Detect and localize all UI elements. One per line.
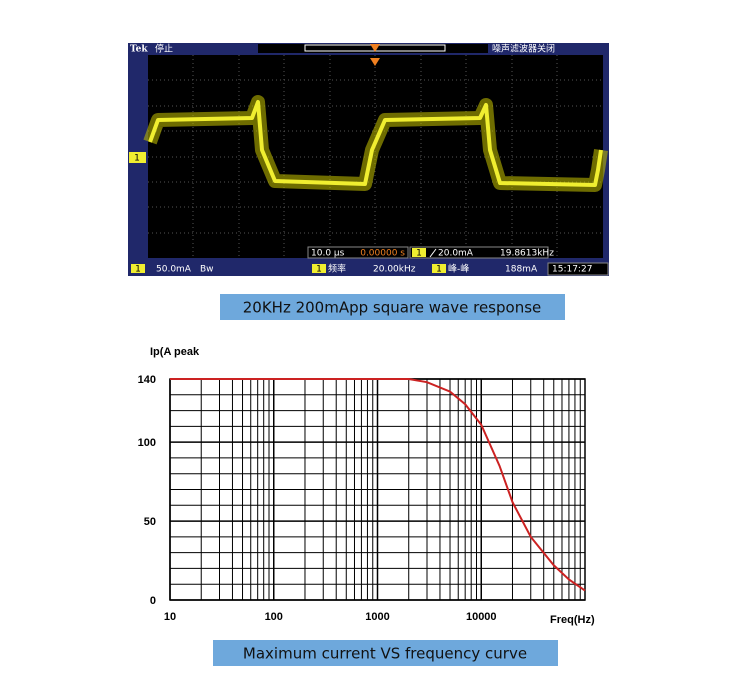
- measurement-label: 频率: [328, 263, 346, 275]
- bandwidth: Bw: [200, 265, 214, 275]
- clock: 15:17:27: [552, 265, 592, 275]
- trigger-marker: [370, 58, 380, 66]
- timebase: 10.0 μs: [311, 249, 345, 259]
- brand: Tek: [130, 45, 148, 55]
- chart-title: Maximum current VS frequency curve: [243, 645, 527, 663]
- x-tick-label: 100: [265, 611, 283, 623]
- status: 停止: [155, 43, 173, 55]
- channel-marker: [432, 264, 446, 273]
- y-tick-label: 100: [138, 437, 156, 449]
- channel-marker: [312, 264, 326, 273]
- trigger-marker: [370, 44, 380, 52]
- x-tick-label: 10000: [466, 611, 497, 623]
- channel-label: 1: [316, 265, 322, 275]
- trigger-level: 20.0mA: [438, 249, 474, 259]
- trigger-box: [409, 246, 549, 259]
- x-axis-label: Freq(Hz): [550, 614, 595, 626]
- measurement-label: 峰-峰: [448, 264, 469, 275]
- measurement-value: 20.00kHz: [373, 265, 416, 275]
- filter: 噪声滤波器关闭: [492, 43, 555, 55]
- channel-label: 1: [134, 154, 140, 164]
- channel-label: 1: [436, 265, 442, 275]
- scale: 50.0mA: [156, 265, 192, 275]
- channel-marker: [412, 248, 426, 257]
- y-axis-label: Ip(A peak: [150, 346, 200, 358]
- measurement-value: 188mA: [505, 265, 538, 275]
- timebase-box: [307, 246, 409, 259]
- channel-label: 1: [135, 265, 141, 275]
- caption-box: [220, 294, 565, 320]
- scope-waveform: [143, 95, 608, 192]
- x-tick-label: 10: [164, 611, 176, 623]
- clock-box: [547, 262, 609, 276]
- delay: 0.00000 s: [360, 249, 405, 259]
- caption: 20KHz 200mApp square wave response: [243, 299, 542, 317]
- x-tick-label: 1000: [365, 611, 389, 623]
- y-tick-label: 0: [150, 595, 156, 607]
- channel-marker: [129, 152, 146, 163]
- caption-box: [213, 640, 558, 666]
- channel-marker: [131, 264, 145, 273]
- channel-label: 1: [416, 249, 422, 259]
- y-tick-label: 140: [138, 374, 156, 386]
- data-line: [170, 378, 586, 592]
- y-tick-label: 50: [144, 516, 156, 528]
- slope-icon: [429, 248, 437, 258]
- trigger-frequency: 19.8613kHz: [500, 249, 554, 259]
